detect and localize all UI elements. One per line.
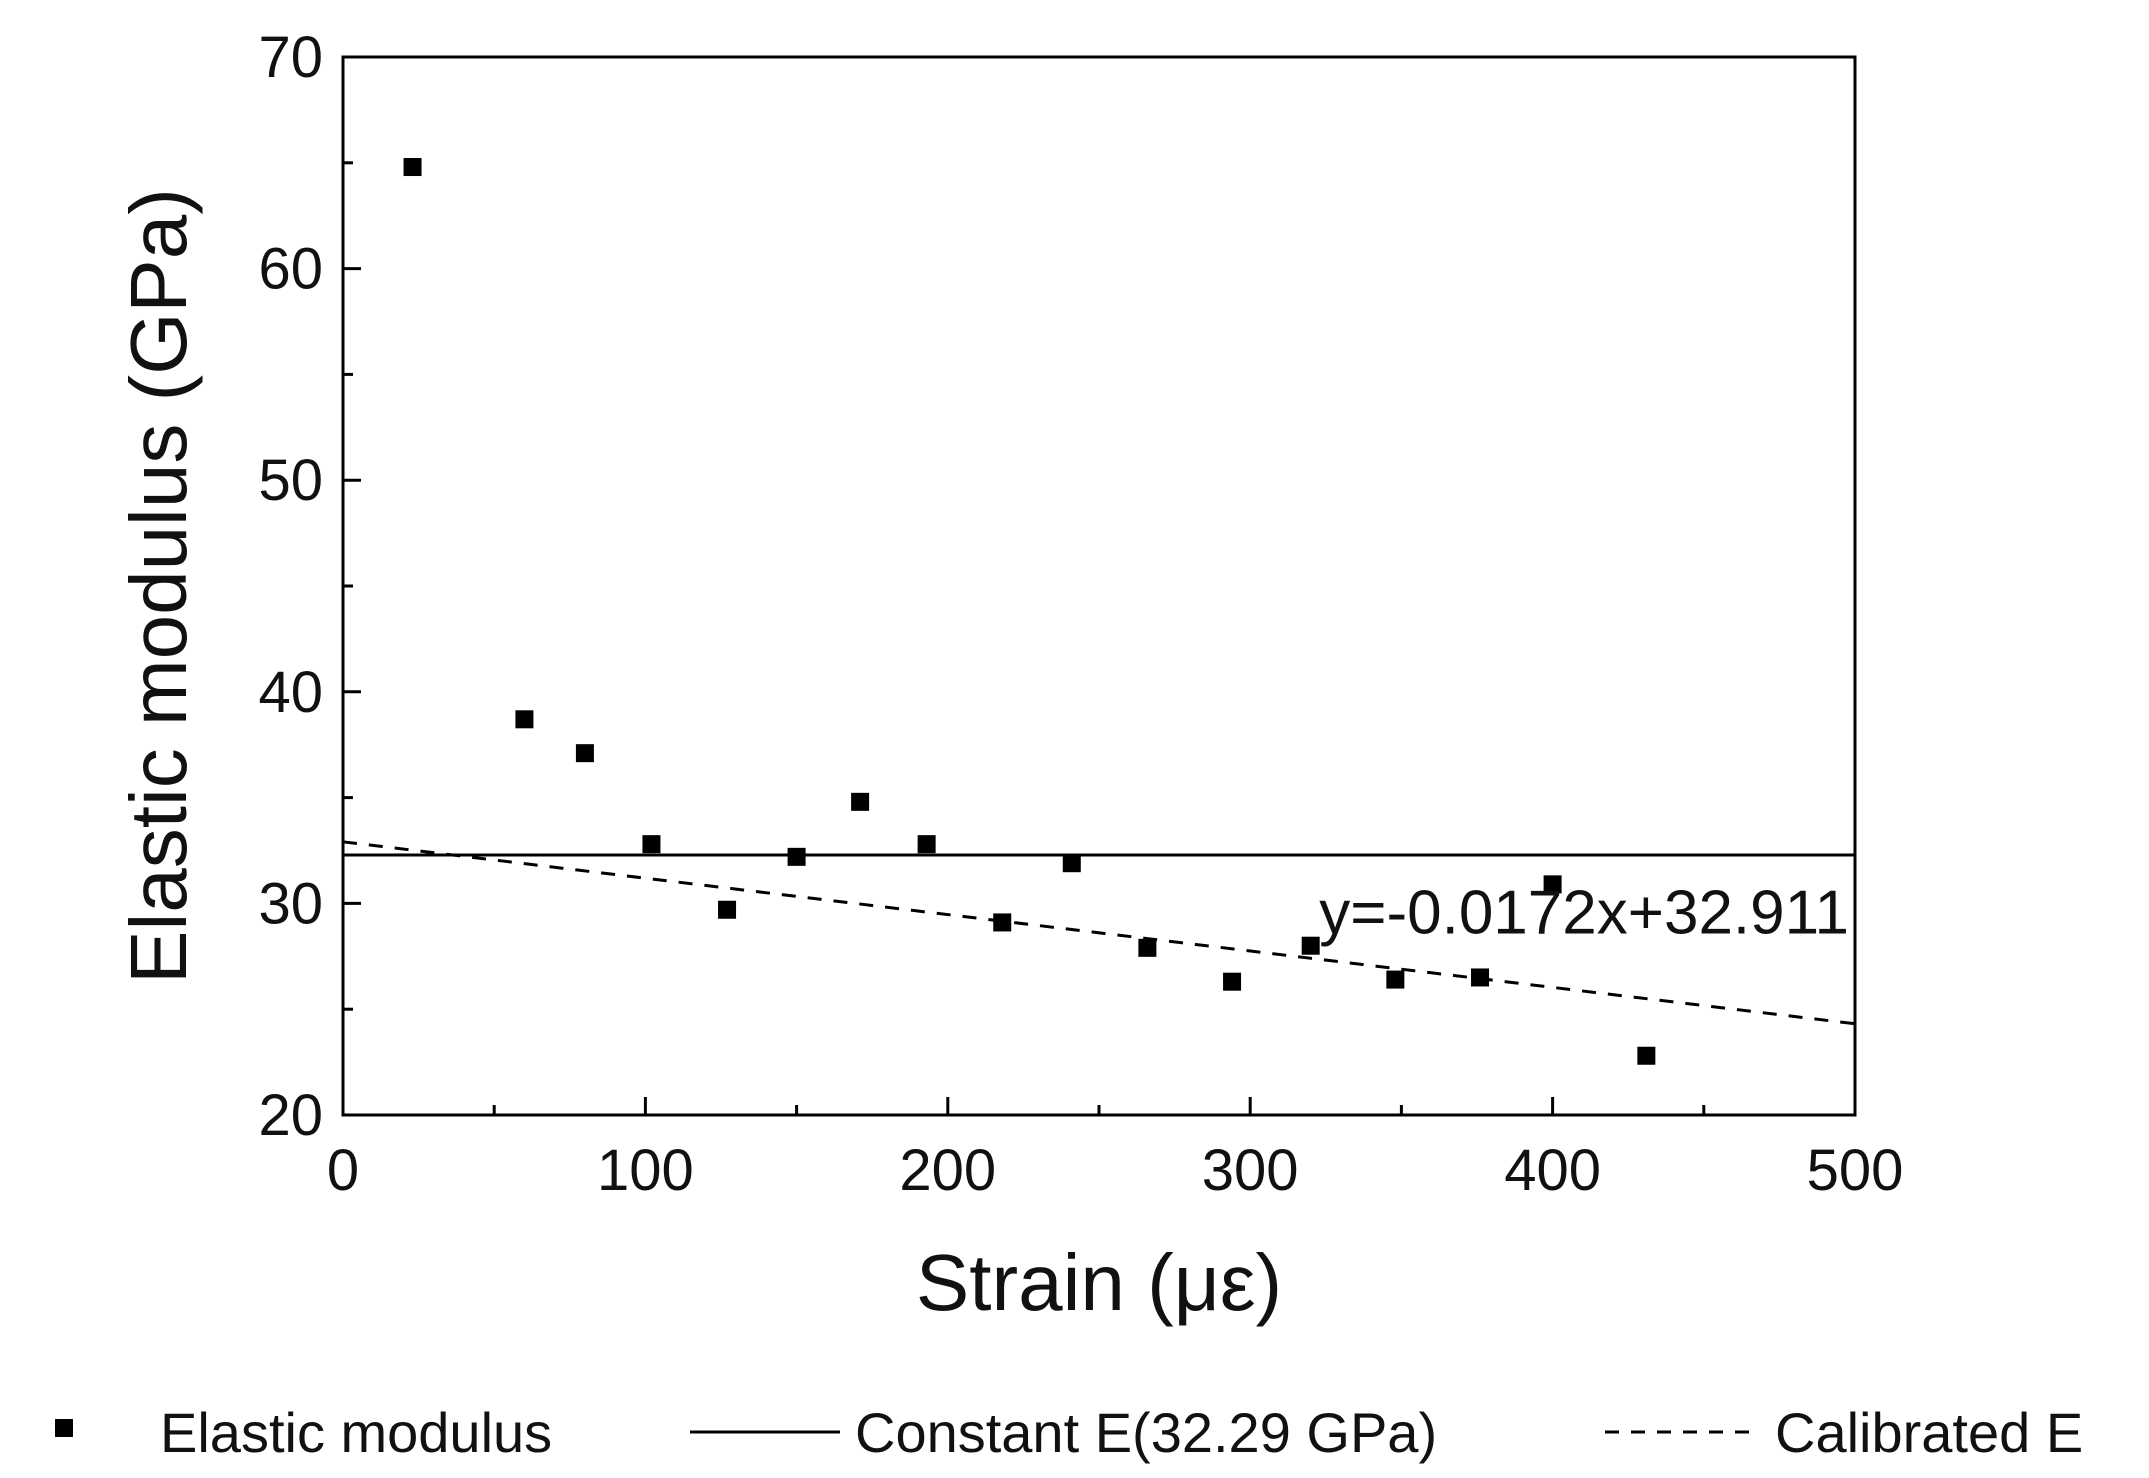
x-tick-label: 400 xyxy=(1504,1138,1601,1203)
x-tick-label: 100 xyxy=(597,1138,694,1203)
legend-label-constant-e: Constant E(32.29 GPa) xyxy=(855,1401,1437,1464)
axis-tick-labels: 0 100 200 300 400 500 20 30 40 50 60 70 xyxy=(258,25,1903,1203)
data-point xyxy=(1471,968,1490,987)
axis-ticks xyxy=(341,55,1857,1117)
data-point xyxy=(1543,875,1562,894)
data-point xyxy=(1138,938,1157,957)
legend-marker-elastic-modulus xyxy=(55,1419,73,1437)
legend: Elastic modulus Constant E(32.29 GPa) Ca… xyxy=(55,1401,2083,1464)
legend-label-calibrated-e: Calibrated E xyxy=(1775,1401,2083,1464)
data-point xyxy=(575,744,594,763)
plot-frame xyxy=(341,55,1857,1117)
data-point xyxy=(1223,972,1242,991)
y-axis-title: Elastic modulus (GPa) xyxy=(114,188,203,984)
x-tick-label: 500 xyxy=(1807,1138,1904,1203)
data-point xyxy=(1386,970,1405,989)
legend-label-elastic-modulus: Elastic modulus xyxy=(160,1401,552,1464)
series-lines xyxy=(342,840,1856,1026)
y-tick-label: 60 xyxy=(258,237,323,302)
y-tick-label: 20 xyxy=(258,1083,323,1148)
y-tick-label: 70 xyxy=(258,25,323,90)
y-tick-label: 30 xyxy=(258,871,323,936)
x-tick-label: 300 xyxy=(1202,1138,1299,1203)
data-point xyxy=(403,158,422,177)
data-point xyxy=(718,900,737,919)
data-point xyxy=(851,792,870,811)
data-points xyxy=(403,158,1656,1065)
data-point xyxy=(515,710,534,729)
x-axis-title: Strain (με) xyxy=(916,1238,1282,1327)
x-tick-label: 0 xyxy=(327,1138,359,1203)
data-point xyxy=(1301,936,1320,955)
data-point xyxy=(1062,854,1081,873)
data-point xyxy=(787,847,806,866)
data-point xyxy=(917,835,936,854)
y-tick-label: 50 xyxy=(258,448,323,513)
data-point xyxy=(642,835,661,854)
data-point xyxy=(1637,1046,1656,1065)
y-tick-label: 40 xyxy=(258,660,323,725)
x-tick-label: 200 xyxy=(899,1138,996,1203)
series-line-calibrated-e xyxy=(342,840,1856,1026)
fit-equation-annotation: y=-0.0172x+32.911 xyxy=(1319,878,1849,947)
data-point xyxy=(993,913,1012,932)
